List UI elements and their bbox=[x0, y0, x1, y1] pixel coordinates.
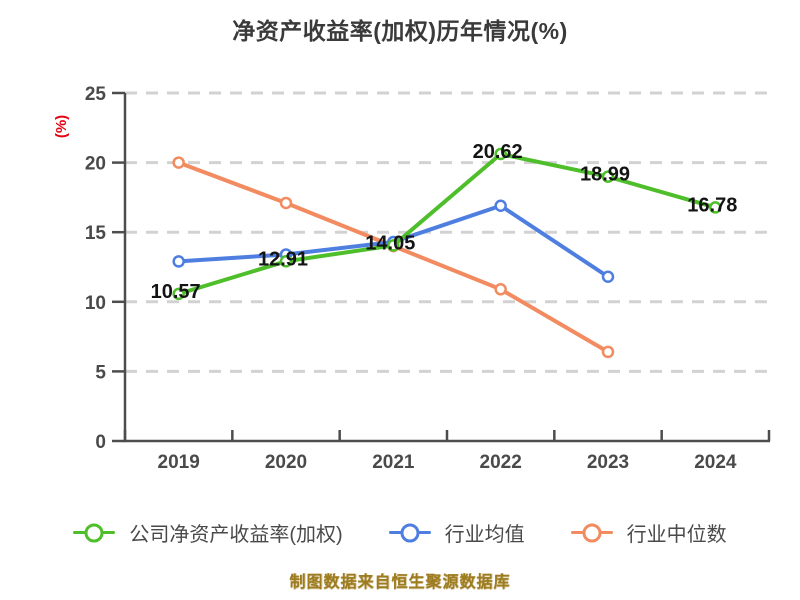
data-point-label: 16.78 bbox=[687, 194, 737, 216]
data-point-marker bbox=[601, 170, 615, 183]
y-tick-label: 0 bbox=[95, 432, 106, 453]
legend-item-industry-median: 行业中位数 bbox=[570, 518, 727, 547]
data-point-label: 18.99 bbox=[580, 164, 630, 186]
series-line bbox=[176, 151, 718, 296]
x-tick-label: 2022 bbox=[480, 452, 522, 473]
data-point-marker bbox=[709, 201, 722, 214]
chart-title: 净资产收益率(加权)历年情况(%) bbox=[232, 18, 568, 44]
data-source-footer: 制图数据来自恒生聚源数据库 bbox=[289, 574, 511, 591]
data-point-label: 10.57 bbox=[151, 281, 201, 303]
x-tick-label: 2021 bbox=[372, 452, 415, 473]
legend-item-industry-avg: 行业均值 bbox=[388, 518, 525, 547]
legend-label-industry-median: 行业中位数 bbox=[626, 524, 727, 546]
data-point-marker bbox=[494, 147, 507, 161]
y-tick-label: 10 bbox=[85, 293, 106, 314]
chart-legend: 公司净资产收益率(加权) 行业均值 行业中位数 bbox=[0, 518, 800, 547]
data-point-marker bbox=[494, 199, 507, 213]
legend-marker-company-icon bbox=[73, 522, 116, 544]
data-point-marker bbox=[279, 255, 293, 268]
data-point-marker bbox=[494, 283, 507, 296]
y-tick-label: 5 bbox=[95, 362, 106, 383]
data-point-marker bbox=[172, 156, 185, 169]
data-point-marker bbox=[279, 196, 293, 210]
legend-marker-industry-median-icon bbox=[570, 522, 613, 544]
data-point-marker bbox=[172, 287, 185, 301]
legend-marker-industry-avg-icon bbox=[388, 522, 431, 544]
y-tick-label: 20 bbox=[85, 154, 106, 175]
x-tick-label: 2020 bbox=[265, 452, 307, 473]
x-tick-label: 2024 bbox=[694, 452, 737, 473]
x-tick-label: 2019 bbox=[158, 452, 200, 473]
data-point-label: 20.62 bbox=[473, 141, 523, 163]
data-point-marker bbox=[172, 255, 185, 268]
y-tick-label: 25 bbox=[85, 84, 107, 105]
data-point-marker bbox=[601, 345, 615, 359]
legend-label-industry-avg: 行业均值 bbox=[444, 524, 525, 546]
y-tick-label: 15 bbox=[85, 223, 107, 244]
legend-item-company: 公司净资产收益率(加权) bbox=[73, 518, 343, 547]
x-tick-label: 2023 bbox=[587, 452, 629, 473]
data-point-marker bbox=[387, 239, 400, 252]
data-point-label: 12.91 bbox=[258, 248, 308, 270]
data-point-label: 14.05 bbox=[365, 232, 415, 254]
legend-label-company: 公司净资产收益率(加权) bbox=[129, 524, 343, 546]
data-point-marker bbox=[601, 270, 615, 283]
